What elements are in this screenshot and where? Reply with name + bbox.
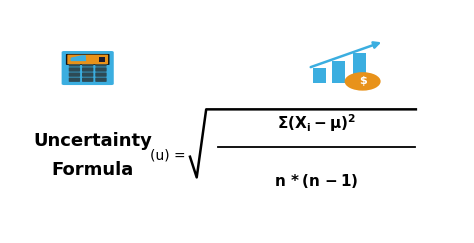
FancyBboxPatch shape: [95, 67, 107, 72]
FancyBboxPatch shape: [69, 78, 80, 82]
FancyBboxPatch shape: [82, 72, 93, 77]
Polygon shape: [71, 55, 86, 61]
Bar: [332, 61, 345, 83]
FancyBboxPatch shape: [95, 72, 107, 77]
FancyBboxPatch shape: [62, 51, 114, 85]
Text: $: $: [359, 76, 366, 87]
Text: $\mathbf{\Sigma(X_i - \mu)^2}$: $\mathbf{\Sigma(X_i - \mu)^2}$: [277, 112, 356, 134]
Bar: [353, 53, 366, 83]
Text: (u) =: (u) =: [150, 148, 186, 163]
FancyBboxPatch shape: [66, 54, 109, 65]
Bar: [313, 68, 326, 83]
FancyBboxPatch shape: [69, 67, 80, 72]
Text: Formula: Formula: [51, 161, 134, 179]
FancyBboxPatch shape: [82, 78, 93, 82]
FancyBboxPatch shape: [82, 62, 93, 67]
FancyBboxPatch shape: [67, 55, 108, 64]
FancyBboxPatch shape: [82, 67, 93, 72]
Text: $\mathbf{n\,*(n\,-1)}$: $\mathbf{n\,*(n\,-1)}$: [274, 172, 359, 190]
Circle shape: [345, 72, 381, 91]
FancyBboxPatch shape: [95, 78, 107, 82]
Bar: [99, 57, 105, 62]
FancyBboxPatch shape: [69, 72, 80, 77]
FancyBboxPatch shape: [95, 62, 107, 67]
Text: Uncertainty: Uncertainty: [33, 132, 152, 150]
FancyBboxPatch shape: [69, 62, 80, 67]
